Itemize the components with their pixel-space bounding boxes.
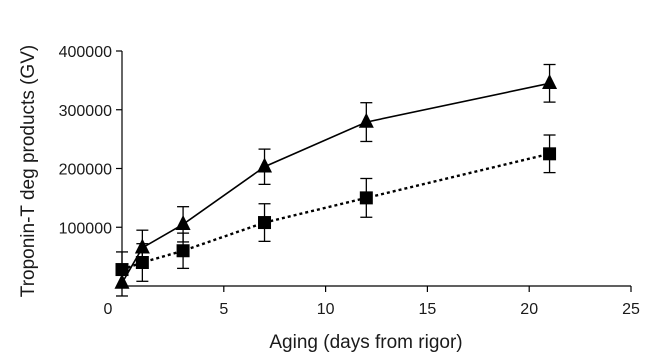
square-marker — [359, 191, 373, 205]
series-1-line — [121, 82, 550, 284]
chart-series — [114, 63, 558, 297]
series-2 — [115, 134, 557, 288]
square-marker — [115, 263, 129, 277]
x-tick-label: 5 — [219, 301, 228, 318]
triangle-marker — [542, 74, 558, 90]
triangle-marker — [257, 157, 273, 173]
y-tick-label: 100000 — [59, 220, 112, 237]
x-tick-label: 25 — [622, 301, 640, 318]
x-tick-label: 10 — [317, 301, 335, 318]
square-marker — [176, 244, 190, 258]
x-axis-label: Aging (days from rigor) — [269, 332, 462, 353]
chart-ticks: 0 5 10 15 20 25 100000 200000 300000 400000 — [59, 44, 640, 318]
square-marker — [543, 147, 557, 161]
x-tick-label: 0 — [104, 301, 113, 318]
square-marker — [135, 256, 149, 269]
triangle-marker — [175, 215, 191, 231]
series-1 — [114, 63, 558, 297]
x-tick-label: 15 — [419, 301, 437, 318]
x-tick-label: 20 — [520, 301, 538, 318]
y-tick-label: 200000 — [59, 162, 112, 179]
y-tick-label: 300000 — [59, 103, 112, 120]
y-tick-label: 400000 — [59, 44, 112, 61]
triangle-marker — [358, 112, 374, 128]
square-marker — [258, 216, 272, 230]
y-axis-label: Troponin-T deg products (GV) — [18, 45, 39, 297]
